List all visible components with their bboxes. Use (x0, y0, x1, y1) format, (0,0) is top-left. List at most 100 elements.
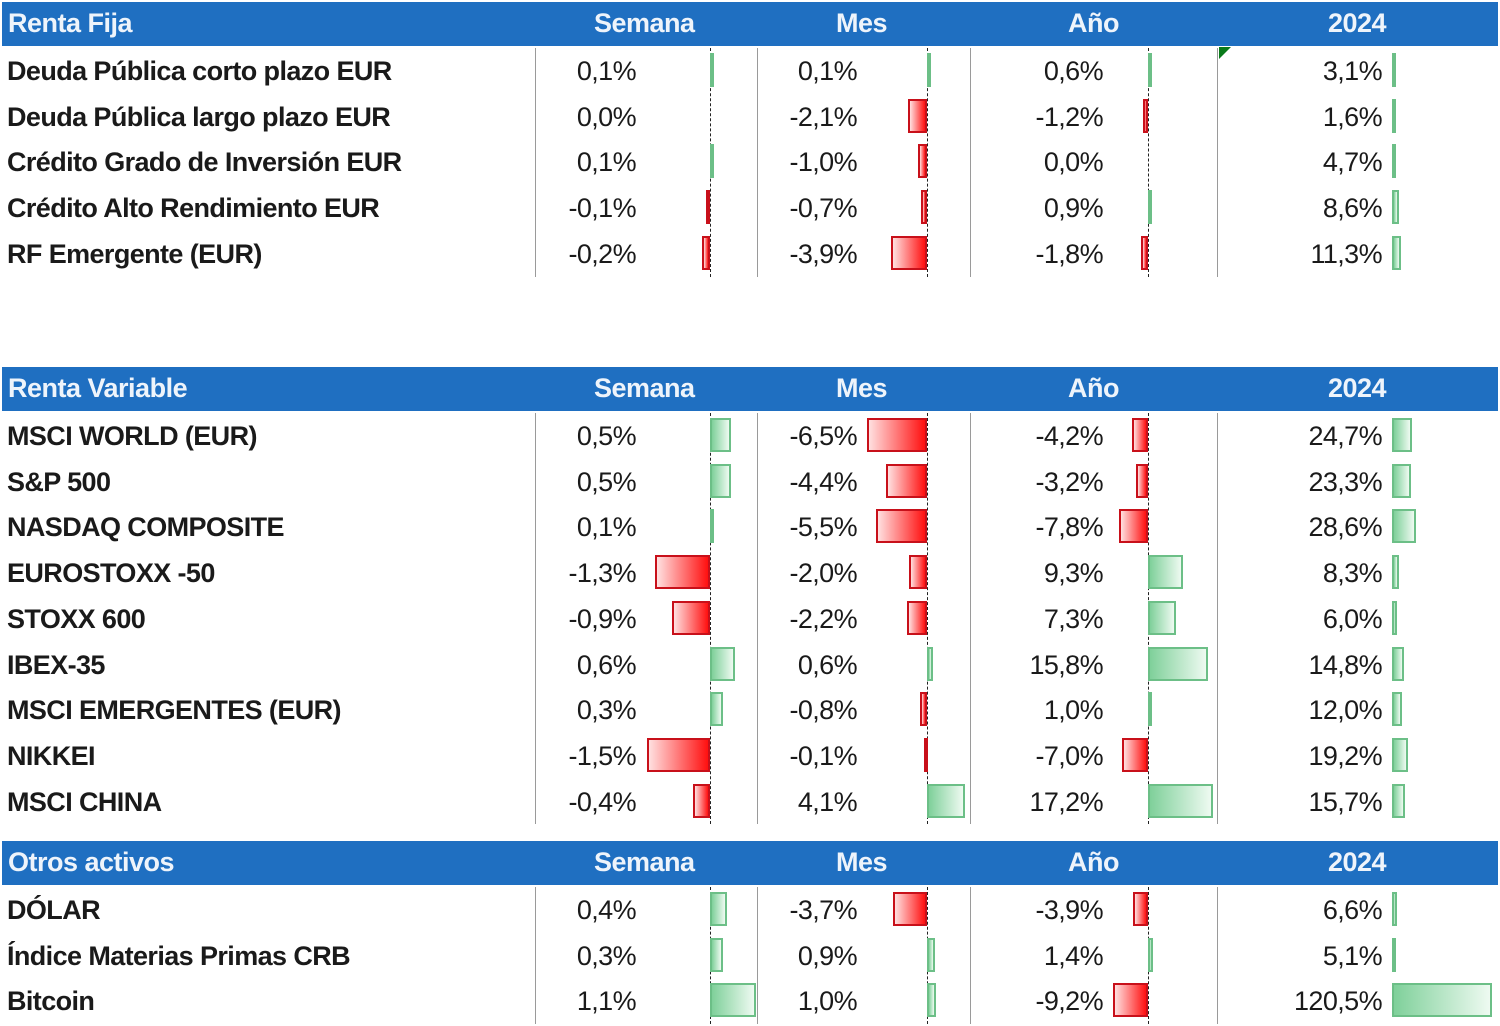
column-separator (970, 48, 971, 277)
asset-name: NASDAQ COMPOSITE (7, 512, 285, 543)
zero-axis-mes (927, 413, 928, 825)
data-bar-y2024 (1392, 892, 1398, 926)
table-row: MSCI EMERGENTES (EUR) 0,3% -0,8% 1,0% 12,0% (0, 687, 1500, 733)
data-bar-mes (927, 983, 937, 1018)
data-bar-y2024 (1392, 646, 1405, 681)
value-y2024: 28,6% (1308, 512, 1382, 543)
asset-name: STOXX 600 (7, 603, 146, 634)
value-semana: 0,6% (576, 649, 637, 680)
table-row: Bitcoin 1,1% 1,0% -9,2% 120,5% (0, 978, 1500, 1024)
data-bar-ano (1148, 53, 1152, 87)
asset-name: Deuda Pública largo plazo EUR (7, 101, 391, 132)
column-separator (757, 413, 758, 825)
asset-name: MSCI CHINA (7, 786, 162, 817)
data-bar-mes (919, 692, 927, 727)
value-ano: 17,2% (1029, 786, 1103, 817)
data-bar-y2024 (1392, 53, 1396, 87)
column-header-ano: Año (1068, 373, 1119, 403)
value-semana: 0,1% (576, 147, 637, 178)
table-row: RF Emergente (EUR) -0,2% -3,9% -1,8% 11,3% (0, 231, 1500, 277)
section-header: Renta Variable Semana Mes Año 2024 (2, 367, 1498, 411)
column-separator (535, 48, 536, 277)
table-row: MSCI CHINA -0,4% 4,1% 17,2% 15,7% (0, 779, 1500, 825)
data-bar-y2024 (1392, 737, 1408, 772)
value-mes: -2,1% (789, 101, 857, 132)
table-row: STOXX 600 -0,9% -2,2% 7,3% 6,0% (0, 596, 1500, 642)
data-bar-y2024 (1392, 463, 1412, 498)
table-row: EUROSTOXX -50 -1,3% -2,0% 9,3% 8,3% (0, 550, 1500, 596)
value-mes: -0,1% (789, 740, 857, 771)
value-y2024: 8,3% (1322, 558, 1383, 589)
value-y2024: 11,3% (1310, 238, 1382, 269)
value-semana: -0,1% (568, 193, 636, 224)
data-bar-y2024 (1392, 783, 1406, 818)
data-bar-mes (920, 190, 927, 225)
column-separator (757, 887, 758, 1025)
data-bar-semana (701, 235, 710, 270)
data-bar-y2024 (1392, 418, 1413, 452)
zero-axis-mes (927, 48, 928, 277)
data-bar-ano (1132, 418, 1148, 452)
table-row: DÓLAR 0,4% -3,7% -3,9% 6,6% (0, 887, 1500, 933)
data-bar-y2024 (1392, 235, 1402, 270)
table-row: Índice Materias Primas CRB 0,3% 0,9% 1,4% 5,… (0, 933, 1500, 979)
column-separator (1217, 887, 1218, 1025)
data-bar-mes (906, 600, 927, 635)
column-header-ano: Año (1068, 8, 1119, 38)
data-bar-semana (710, 646, 736, 681)
value-mes: -3,9% (789, 238, 857, 269)
value-mes: -0,8% (789, 695, 857, 726)
data-bar-mes (927, 937, 936, 972)
data-bar-mes (876, 509, 927, 544)
data-bar-ano (1143, 98, 1148, 133)
value-ano: -9,2% (1035, 986, 1103, 1017)
value-ano: -3,9% (1035, 895, 1103, 925)
data-bar-ano (1113, 983, 1148, 1018)
data-bar-ano (1135, 463, 1148, 498)
column-header-ano: Año (1068, 847, 1119, 877)
data-bar-y2024 (1392, 555, 1399, 590)
data-bar-y2024 (1392, 983, 1492, 1018)
data-bar-semana (693, 783, 710, 818)
data-bar-semana (672, 600, 710, 635)
value-mes: 4,1% (797, 786, 858, 817)
data-bar-y2024 (1392, 600, 1397, 635)
value-semana: 0,4% (576, 895, 637, 925)
column-header-semana: Semana (594, 373, 695, 403)
asset-name: Crédito Alto Rendimiento EUR (7, 193, 380, 224)
value-mes: 0,1% (797, 56, 858, 86)
data-bar-mes (917, 144, 927, 179)
value-y2024: 6,0% (1322, 603, 1383, 634)
value-semana: 0,0% (576, 101, 637, 132)
column-header-semana: Semana (594, 847, 695, 877)
value-ano: -4,2% (1035, 421, 1103, 451)
value-mes: -6,5% (789, 421, 857, 451)
data-bar-semana (655, 555, 710, 590)
value-y2024: 24,7% (1308, 421, 1382, 451)
value-ano: -1,2% (1035, 101, 1103, 132)
value-mes: 0,9% (797, 940, 858, 971)
data-bar-y2024 (1392, 692, 1402, 727)
value-mes: -1,0% (789, 147, 857, 178)
column-header-mes: Mes (836, 8, 888, 38)
asset-name: MSCI EMERGENTES (EUR) (7, 695, 342, 726)
table-row: Deuda Pública corto plazo EUR 0,1% 0,1% 0,6… (0, 48, 1500, 94)
data-bar-mes (924, 737, 928, 772)
data-bar-semana (710, 937, 723, 972)
value-semana: 0,1% (576, 512, 637, 543)
asset-name: Índice Materias Primas CRB (7, 940, 351, 971)
section-header: Renta Fija Semana Mes Año 2024 (2, 2, 1498, 46)
data-bar-ano (1133, 892, 1148, 926)
column-header-semana: Semana (594, 8, 695, 38)
value-mes: 1,0% (797, 986, 858, 1017)
data-bar-y2024 (1392, 98, 1396, 133)
value-y2024: 15,7% (1308, 786, 1382, 817)
column-header-y2024: 2024 (1328, 847, 1387, 877)
table-row: Deuda Pública largo plazo EUR 0,0% -2,1% -1… (0, 94, 1500, 140)
value-semana: 0,5% (576, 466, 637, 497)
data-bar-semana (710, 892, 727, 926)
value-mes: 0,6% (797, 649, 858, 680)
value-y2024: 23,3% (1308, 466, 1382, 497)
column-header-y2024: 2024 (1328, 8, 1387, 38)
table-row: IBEX-35 0,6% 0,6% 15,8% 14,8% (0, 642, 1500, 688)
